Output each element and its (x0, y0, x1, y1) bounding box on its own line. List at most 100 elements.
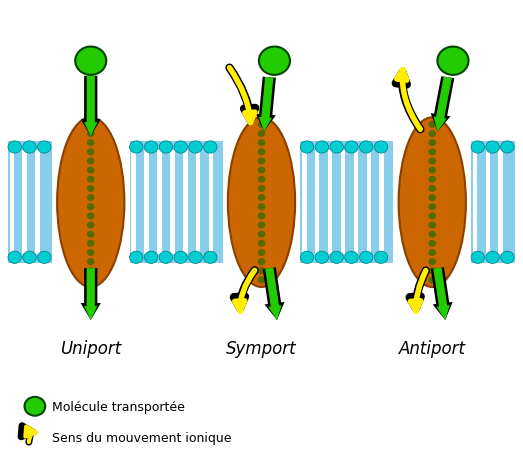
Bar (328, 151, 333, 255)
FancyArrow shape (81, 77, 101, 137)
Circle shape (75, 48, 106, 76)
Bar (131, 151, 136, 255)
Circle shape (258, 186, 265, 192)
Circle shape (359, 141, 373, 154)
Bar (367, 151, 371, 255)
Circle shape (258, 241, 265, 247)
Circle shape (88, 250, 94, 256)
Circle shape (88, 268, 94, 274)
Circle shape (429, 168, 435, 174)
Circle shape (486, 141, 499, 154)
Text: Symport: Symport (226, 339, 297, 357)
Bar (315, 151, 320, 255)
Bar (354, 151, 358, 255)
Circle shape (258, 250, 265, 256)
Circle shape (258, 214, 265, 219)
Circle shape (88, 140, 94, 146)
Circle shape (159, 141, 173, 154)
Bar (473, 151, 477, 255)
Bar (144, 151, 149, 255)
Circle shape (429, 159, 435, 164)
Circle shape (330, 252, 344, 264)
Circle shape (429, 250, 435, 256)
Circle shape (300, 141, 314, 154)
Circle shape (25, 397, 45, 416)
Bar (485, 151, 490, 255)
Circle shape (258, 223, 265, 228)
FancyArrow shape (84, 268, 97, 320)
Circle shape (429, 122, 435, 128)
Circle shape (315, 252, 328, 264)
FancyArrow shape (259, 78, 274, 132)
Bar (300, 141, 393, 264)
Bar (498, 151, 503, 255)
Circle shape (429, 177, 435, 183)
Circle shape (429, 241, 435, 247)
Circle shape (429, 205, 435, 210)
Circle shape (429, 259, 435, 265)
Circle shape (258, 205, 265, 210)
Circle shape (38, 252, 51, 264)
Circle shape (300, 252, 314, 264)
Circle shape (88, 195, 94, 201)
Circle shape (88, 241, 94, 247)
Circle shape (501, 252, 514, 264)
Circle shape (144, 252, 158, 264)
Circle shape (429, 186, 435, 192)
FancyArrow shape (265, 268, 281, 320)
Circle shape (174, 252, 187, 264)
Circle shape (88, 177, 94, 183)
FancyArrow shape (84, 77, 97, 137)
Circle shape (374, 141, 388, 154)
Circle shape (429, 131, 435, 137)
Circle shape (88, 214, 94, 219)
Circle shape (437, 48, 469, 76)
Circle shape (88, 131, 94, 137)
Bar (157, 151, 162, 255)
Bar (196, 151, 200, 255)
Circle shape (471, 252, 484, 264)
Circle shape (429, 195, 435, 201)
Circle shape (330, 141, 344, 154)
Circle shape (88, 149, 94, 155)
FancyArrow shape (430, 77, 454, 132)
Ellipse shape (399, 118, 466, 288)
FancyArrow shape (434, 268, 450, 320)
Circle shape (88, 122, 94, 128)
Circle shape (501, 141, 514, 154)
Circle shape (359, 252, 373, 264)
Circle shape (258, 140, 265, 146)
Circle shape (159, 252, 173, 264)
Circle shape (38, 141, 51, 154)
Circle shape (258, 149, 265, 155)
Circle shape (203, 141, 217, 154)
Bar (183, 151, 188, 255)
Circle shape (258, 259, 265, 265)
Circle shape (258, 195, 265, 201)
Circle shape (429, 278, 435, 283)
Circle shape (345, 141, 358, 154)
Circle shape (189, 141, 202, 154)
Circle shape (88, 259, 94, 265)
Bar (130, 141, 223, 264)
Circle shape (258, 268, 265, 274)
Circle shape (144, 141, 158, 154)
Circle shape (130, 252, 143, 264)
Circle shape (258, 177, 265, 183)
Circle shape (429, 140, 435, 146)
Circle shape (471, 141, 484, 154)
Bar (36, 151, 40, 255)
Circle shape (258, 131, 265, 137)
Bar (340, 151, 345, 255)
Circle shape (258, 278, 265, 283)
Ellipse shape (57, 118, 124, 288)
Circle shape (203, 252, 217, 264)
Circle shape (429, 232, 435, 238)
Circle shape (345, 252, 358, 264)
FancyArrow shape (81, 268, 101, 320)
Circle shape (88, 232, 94, 238)
Text: Molécule transportée: Molécule transportée (52, 400, 185, 413)
FancyArrow shape (434, 78, 452, 132)
Text: Uniport: Uniport (60, 339, 121, 357)
Circle shape (429, 214, 435, 219)
